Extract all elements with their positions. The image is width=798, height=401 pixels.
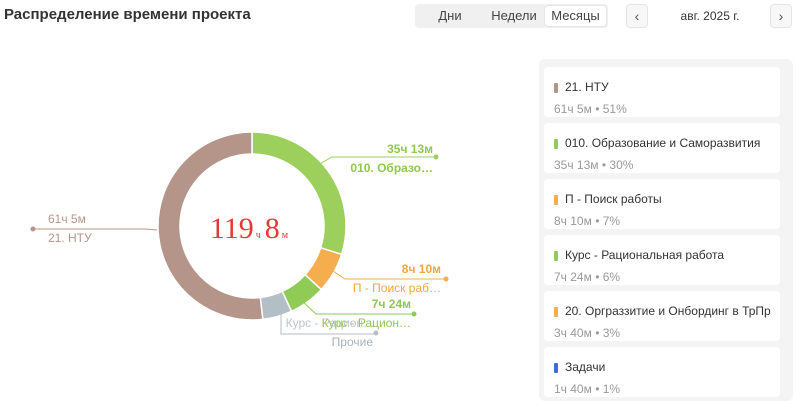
leader-line-education [315, 156, 436, 167]
total-hours: 119 [210, 212, 254, 245]
label-course-duration: 7ч 24м [372, 297, 411, 311]
leader-dot-other [373, 330, 379, 336]
total-hours-unit: ч [256, 230, 261, 241]
legend-item[interactable]: 20. Орграззитие и Онбординг в ТрПр 3ч 40… [544, 291, 780, 341]
period-switcher: Дни Недели Месяцы [415, 4, 608, 28]
total-time: 119 ч 8 м [210, 212, 289, 245]
label-education-name: 010. Образо… [350, 161, 433, 175]
legend-swatch [554, 251, 558, 261]
legend-item[interactable]: 010. Образование и Саморазвития 35ч 13м … [544, 123, 780, 173]
legend-swatch [554, 83, 558, 93]
legend-item-name: Курс - Рациональная работа [565, 248, 725, 262]
leader-line-job [326, 266, 446, 280]
donut-chart: 35ч 13м 010. Образо… 8ч 10м П - Поиск ра… [30, 131, 449, 349]
tab-weeks[interactable]: Недели [491, 8, 537, 23]
next-period-button[interactable]: › [770, 4, 792, 28]
tab-months[interactable]: Месяцы [545, 6, 606, 26]
legend-panel: 21. НТУ 61ч 5м • 51% 010. Образование и … [539, 59, 793, 401]
total-minutes-unit: м [282, 230, 289, 241]
label-other-overlap: Курс - Рацион… [286, 316, 375, 330]
leader-line-ntu [33, 228, 158, 231]
legend-swatch [554, 139, 558, 149]
legend-swatch [554, 307, 558, 317]
page-title: Распределение времени проекта [4, 6, 251, 23]
legend-item-name: 010. Образование и Саморазвития [565, 136, 761, 150]
legend-item[interactable]: Курс - Рациональная работа 7ч 24м • 6% [544, 235, 780, 285]
leader-dot-education [433, 154, 439, 160]
leader-dot-course [411, 311, 417, 317]
leader-dot-ntu [30, 226, 36, 232]
legend-item-value: 3ч 40м • 3% [554, 326, 621, 340]
chevron-right-icon: › [778, 8, 784, 24]
label-job-name: П - Поиск раб… [353, 281, 441, 295]
legend-item[interactable]: П - Поиск работы 8ч 10м • 7% [544, 179, 780, 229]
legend-item-name: П - Поиск работы [565, 192, 662, 206]
legend-item[interactable]: Задачи 1ч 40м • 1% [544, 347, 780, 397]
label-other-name: Прочие [332, 335, 374, 349]
legend-item-value: 61ч 5м • 51% [554, 102, 627, 116]
legend-item-value: 8ч 10м • 7% [554, 214, 621, 228]
prev-period-button[interactable]: ‹ [626, 4, 648, 28]
label-education-duration: 35ч 13м [387, 142, 433, 156]
leader-line-other [280, 314, 376, 335]
slice-ntu[interactable] [157, 131, 264, 321]
legend-swatch [554, 363, 558, 373]
legend-item-name: 21. НТУ [565, 80, 609, 94]
legend-item[interactable]: 21. НТУ 61ч 5м • 51% [544, 67, 780, 117]
legend-item-value: 7ч 24м • 6% [554, 270, 621, 284]
label-ntu-name: 21. НТУ [48, 231, 92, 245]
leader-line-course [301, 300, 414, 315]
label-course-name: Курс - Рацион… [322, 316, 411, 330]
chevron-left-icon: ‹ [634, 8, 640, 24]
label-job-duration: 8ч 10м [402, 262, 441, 276]
label-ntu-duration: 61ч 5м [48, 212, 86, 226]
leader-dot-job [443, 276, 449, 282]
legend-item-name: 20. Орграззитие и Онбординг в ТрПр [565, 304, 771, 318]
current-period: авг. 2025 г. [680, 9, 740, 23]
legend-item-name: Задачи [565, 360, 606, 374]
total-minutes: 8 [265, 212, 280, 245]
tab-days[interactable]: Дни [438, 8, 462, 23]
legend-item-value: 1ч 40м • 1% [554, 382, 621, 396]
legend-item-value: 35ч 13м • 30% [554, 158, 634, 172]
legend-swatch [554, 195, 558, 205]
